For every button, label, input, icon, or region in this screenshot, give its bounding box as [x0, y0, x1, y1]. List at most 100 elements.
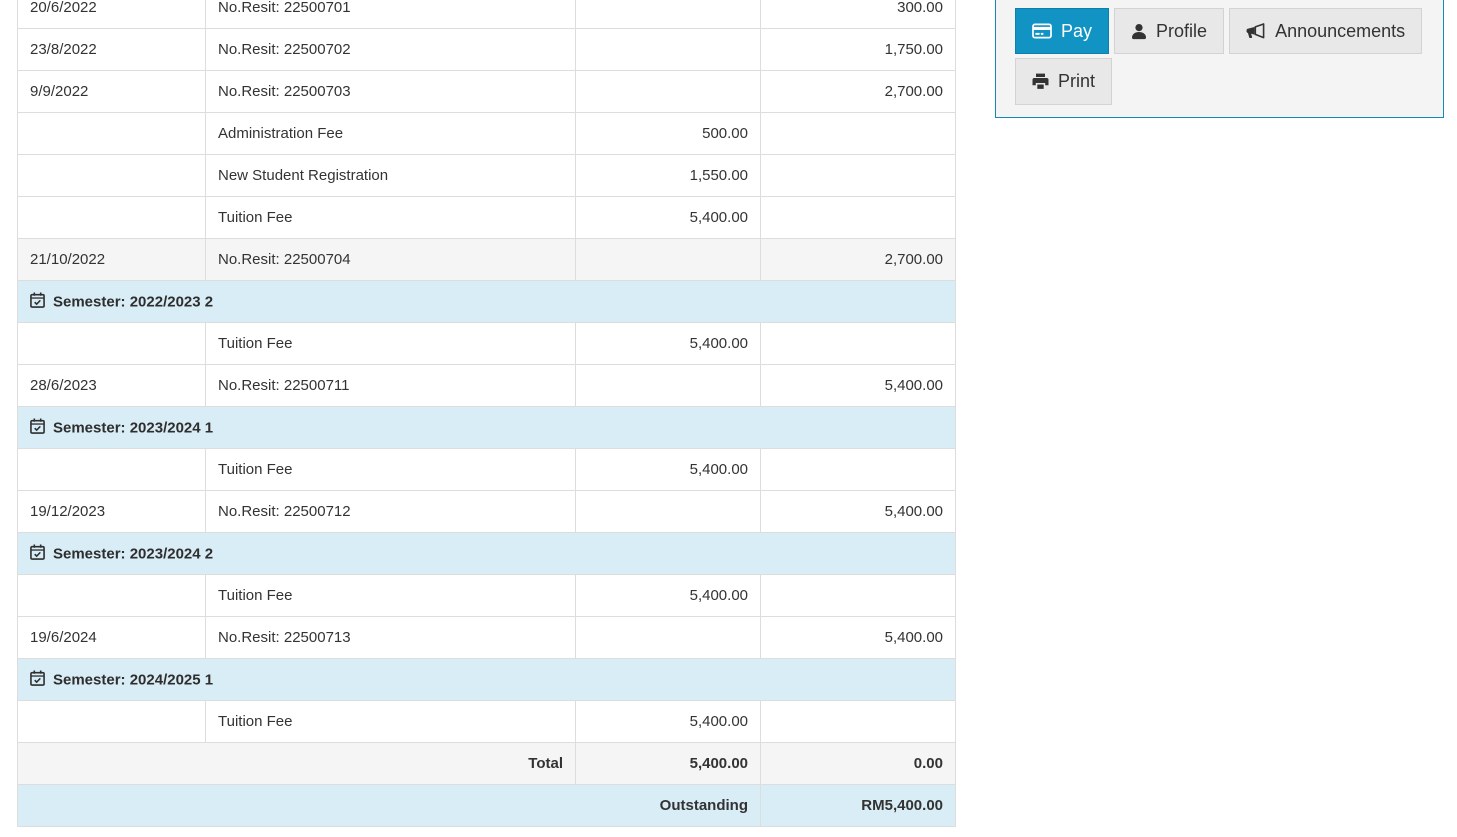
debit-cell [575, 70, 761, 113]
description-cell: Tuition Fee [205, 196, 576, 239]
date-cell: 9/9/2022 [17, 70, 206, 113]
outstanding-label-cell: Outstanding [17, 784, 761, 827]
credit-cell: 5,400.00 [760, 490, 956, 533]
date-cell [17, 112, 206, 155]
description-cell: No.Resit: 22500703 [205, 70, 576, 113]
pay-button[interactable]: Pay [1015, 8, 1110, 55]
table-row: 19/6/2024 No.Resit: 22500713 5,400.00 [17, 616, 956, 659]
table-row: 21/10/2022 No.Resit: 22500704 2,700.00 [17, 238, 956, 281]
debit-cell [575, 616, 761, 659]
table-row: Tuition Fee 5,400.00 [17, 574, 956, 617]
description-cell: No.Resit: 22500701 [205, 0, 576, 29]
date-cell: 19/6/2024 [17, 616, 206, 659]
total-debit-cell: 5,400.00 [575, 742, 761, 785]
table-row: 23/8/2022 No.Resit: 22500702 1,750.00 [17, 28, 956, 71]
calendar-check-icon [30, 670, 45, 687]
debit-cell: 5,400.00 [575, 574, 761, 617]
date-cell: 21/10/2022 [17, 238, 206, 281]
semester-header-row: Semester: 2023/2024 2 [17, 532, 956, 575]
fee-statement-table: 20/6/2022 No.Resit: 22500701 300.00 23/8/20… [17, 0, 956, 827]
total-credit-cell: 0.00 [760, 742, 956, 785]
semester-label: Semester: 2023/2024 1 [53, 419, 214, 437]
debit-cell [575, 0, 761, 29]
debit-cell [575, 238, 761, 281]
semester-label: Semester: 2023/2024 2 [53, 545, 214, 563]
actions-panel: Pay Profile Announcement [995, 0, 1444, 118]
debit-cell [575, 28, 761, 71]
date-cell: 20/6/2022 [17, 0, 206, 29]
announcements-button-label: Announcements [1275, 21, 1406, 41]
table-row: 20/6/2022 No.Resit: 22500701 300.00 [17, 0, 956, 29]
description-cell: Tuition Fee [205, 448, 576, 491]
outstanding-amount-cell: RM5,400.00 [760, 784, 956, 827]
credit-cell: 5,400.00 [760, 364, 956, 407]
credit-cell: 2,700.00 [760, 70, 956, 113]
calendar-check-icon [30, 418, 45, 435]
debit-cell: 1,550.00 [575, 154, 761, 197]
debit-cell: 5,400.00 [575, 322, 761, 365]
debit-cell: 5,400.00 [575, 448, 761, 491]
credit-cell [760, 112, 956, 155]
date-cell: 28/6/2023 [17, 364, 206, 407]
semester-cell: Semester: 2023/2024 1 [17, 406, 956, 449]
user-icon [1131, 23, 1147, 40]
calendar-check-icon [30, 292, 45, 309]
outstanding-row: Outstanding RM5,400.00 [17, 784, 956, 827]
table-row: Tuition Fee 5,400.00 [17, 448, 956, 491]
debit-cell: 500.00 [575, 112, 761, 155]
description-cell: No.Resit: 22500712 [205, 490, 576, 533]
semester-label: Semester: 2022/2023 2 [53, 293, 214, 311]
table-row: Tuition Fee 5,400.00 [17, 700, 956, 743]
description-cell: Tuition Fee [205, 322, 576, 365]
credit-cell: 5,400.00 [760, 616, 956, 659]
credit-cell [760, 448, 956, 491]
fee-statement-table-wrap: 20/6/2022 No.Resit: 22500701 300.00 23/8/20… [17, 0, 956, 827]
debit-cell [575, 364, 761, 407]
debit-cell: 5,400.00 [575, 196, 761, 239]
semester-header-row: Semester: 2024/2025 1 [17, 658, 956, 701]
profile-button-label: Profile [1156, 21, 1208, 41]
date-cell [17, 448, 206, 491]
printer-icon [1032, 73, 1049, 90]
semester-cell: Semester: 2023/2024 2 [17, 532, 956, 575]
credit-card-icon [1032, 23, 1052, 39]
table-row: Administration Fee 500.00 [17, 112, 956, 155]
actions-row-1: Pay Profile Announcement [1015, 8, 1429, 55]
table-row: 19/12/2023 No.Resit: 22500712 5,400.00 [17, 490, 956, 533]
semester-cell: Semester: 2024/2025 1 [17, 658, 956, 701]
description-cell: New Student Registration [205, 154, 576, 197]
date-cell: 23/8/2022 [17, 28, 206, 71]
credit-cell: 2,700.00 [760, 238, 956, 281]
total-row: Total 5,400.00 0.00 [17, 742, 956, 785]
description-cell: Tuition Fee [205, 574, 576, 617]
pay-button-label: Pay [1061, 21, 1093, 41]
table-row: Tuition Fee 5,400.00 [17, 196, 956, 239]
debit-cell: 5,400.00 [575, 700, 761, 743]
bullhorn-icon [1246, 23, 1266, 39]
profile-button[interactable]: Profile [1114, 8, 1225, 55]
description-cell: No.Resit: 22500704 [205, 238, 576, 281]
semester-header-row: Semester: 2023/2024 1 [17, 406, 956, 449]
date-cell: 19/12/2023 [17, 490, 206, 533]
total-label-cell: Total [17, 742, 576, 785]
semester-header-row: Semester: 2022/2023 2 [17, 280, 956, 323]
credit-cell: 1,750.00 [760, 28, 956, 71]
announcements-button[interactable]: Announcements [1229, 8, 1423, 55]
credit-cell [760, 700, 956, 743]
semester-label: Semester: 2024/2025 1 [53, 671, 214, 689]
credit-cell: 300.00 [760, 0, 956, 29]
date-cell [17, 322, 206, 365]
description-cell: Tuition Fee [205, 700, 576, 743]
credit-cell [760, 154, 956, 197]
date-cell [17, 700, 206, 743]
table-row: Tuition Fee 5,400.00 [17, 322, 956, 365]
semester-cell: Semester: 2022/2023 2 [17, 280, 956, 323]
fee-table-body: 20/6/2022 No.Resit: 22500701 300.00 23/8/20… [17, 0, 956, 827]
print-button[interactable]: Print [1015, 58, 1113, 105]
debit-cell [575, 490, 761, 533]
actions-row-2: Print [1015, 58, 1429, 105]
table-row: New Student Registration 1,550.00 [17, 154, 956, 197]
date-cell [17, 574, 206, 617]
print-button-label: Print [1058, 71, 1096, 92]
